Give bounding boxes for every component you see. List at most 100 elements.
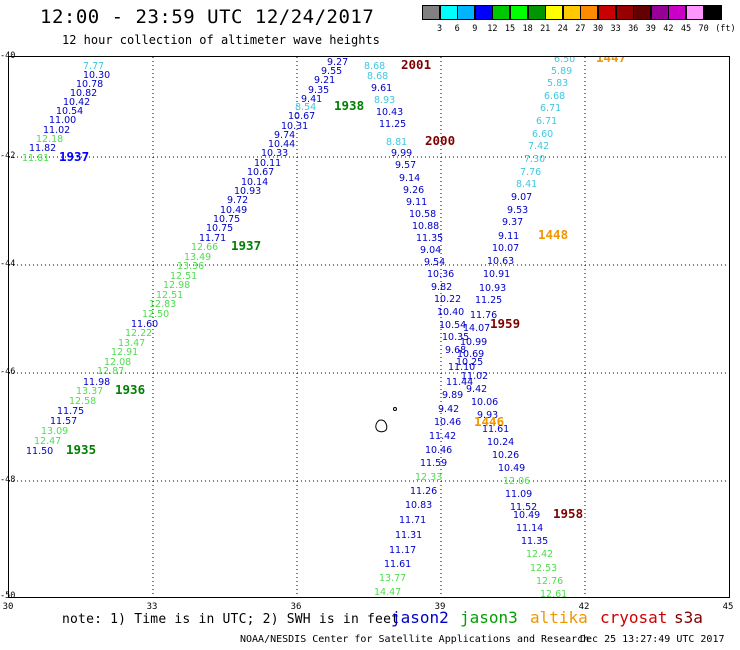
wave-height-reading: 7.42	[528, 141, 549, 152]
wave-height-reading: 10.22	[434, 294, 461, 305]
wave-height-reading: 9.57	[395, 160, 416, 171]
latitude-label: -42	[0, 151, 16, 161]
pass-time-label: 1958	[553, 506, 583, 521]
color-scale-label: 9	[472, 24, 478, 34]
color-scale-swatch	[650, 5, 669, 20]
wave-height-reading: 11.81	[22, 153, 49, 164]
wave-height-reading: 11.17	[389, 545, 416, 556]
wave-height-reading: 5.89	[551, 66, 572, 77]
legend-jason3: jason3	[460, 608, 518, 627]
color-scale-label: 15	[504, 24, 516, 34]
wave-height-reading: 6.71	[536, 116, 557, 127]
wave-height-reading: 9.74	[274, 130, 295, 141]
wave-height-reading: 10.93	[479, 283, 506, 294]
note-text: note: 1) Time is in UTC; 2) SWH is in fe…	[62, 612, 400, 627]
wave-height-reading: 10.35	[442, 332, 469, 343]
wave-height-reading: 10.46	[425, 445, 452, 456]
wave-height-reading: 9.68	[445, 345, 466, 356]
wave-height-reading: 10.46	[434, 417, 461, 428]
color-scale-label: 18	[522, 24, 533, 34]
color-scale-swatch	[562, 5, 581, 20]
wave-height-reading: 14.47	[374, 587, 401, 597]
wave-height-reading: 9.21	[314, 75, 335, 86]
longitude-label: 39	[434, 602, 446, 612]
color-scale-label: 6	[454, 24, 460, 34]
wave-height-reading: 11.14	[516, 523, 543, 534]
wave-height-reading: 10.49	[220, 205, 247, 216]
wave-height-reading: 10.67	[288, 111, 315, 122]
wave-height-reading: 10.49	[498, 463, 525, 474]
wave-height-reading: 12.61	[540, 589, 567, 597]
wave-height-reading: 10.75	[206, 223, 233, 234]
wave-height-reading: 10.31	[281, 121, 308, 132]
wave-height-reading: 7.77	[83, 61, 104, 72]
wave-height-reading: 11.59	[420, 458, 447, 469]
wave-height-reading: 10.24	[487, 437, 514, 448]
wave-height-reading: 11.44	[446, 377, 473, 388]
wave-height-reading: 10.67	[247, 167, 274, 178]
wave-height-reading: 10.54	[56, 106, 83, 117]
color-scale-swatch	[510, 5, 528, 20]
latitude-label: -50	[0, 591, 16, 601]
island-outline	[375, 419, 388, 433]
pass-time-label: 1936	[115, 382, 145, 397]
wave-height-reading: 8.81	[386, 137, 407, 148]
wave-height-reading: 9.14	[399, 173, 420, 184]
wave-height-reading: 11.09	[505, 489, 532, 500]
color-scale-label: 42	[663, 24, 674, 34]
pass-time-label: 2001	[401, 57, 431, 72]
wave-height-reading: 11.71	[399, 515, 426, 526]
wave-height-reading: 11.50	[26, 446, 53, 457]
wave-height-reading: 10.06	[471, 397, 498, 408]
wave-height-reading: 9.42	[438, 404, 459, 415]
color-scale-label: 3	[437, 24, 443, 34]
wave-height-reading: 10.69	[457, 349, 484, 360]
wave-height-reading: 8.54	[295, 102, 316, 113]
color-scale-swatch	[527, 5, 546, 20]
wave-height-reading: 12.33	[415, 472, 442, 483]
wave-height-reading: 9.26	[403, 185, 424, 196]
color-scale-label: 45	[680, 24, 692, 34]
latitude-label: -46	[0, 367, 16, 377]
wave-height-reading: 12.42	[526, 549, 553, 560]
wave-height-reading: 9.07	[511, 192, 532, 203]
wave-height-reading: 11.61	[384, 559, 411, 570]
color-scale-label: 27	[575, 24, 586, 34]
color-scale-label: 36	[628, 24, 639, 34]
wave-height-reading: 10.30	[83, 70, 110, 81]
wave-height-reading: 10.33	[261, 148, 288, 159]
wave-height-reading: 9.35	[308, 85, 329, 96]
wave-height-reading: 10.49	[513, 510, 540, 521]
wave-height-reading: 12.87	[97, 366, 124, 377]
longitude-label: 36	[290, 602, 302, 612]
latitude-label: -44	[0, 259, 16, 269]
color-scale-swatch	[703, 5, 722, 20]
wave-height-reading: 9.42	[466, 384, 487, 395]
pass-time-label: 1938	[334, 98, 364, 113]
wave-height-reading: 12.08	[104, 357, 131, 368]
pass-time-label: 1446	[474, 414, 504, 429]
wave-height-reading: 7.76	[520, 167, 541, 178]
wave-height-reading: 13.37	[76, 386, 103, 397]
color-scale-label: 24	[557, 24, 568, 34]
wave-height-reading: 10.25	[456, 357, 483, 368]
wave-height-reading: 9.55	[321, 66, 342, 77]
longitude-label: 33	[146, 602, 158, 612]
wave-height-reading: 11.82	[29, 143, 56, 154]
color-scale-label: 33	[610, 24, 621, 34]
color-scale-swatch	[492, 5, 511, 20]
wave-height-reading: 9.04	[420, 245, 441, 256]
wave-height-reading: 11.35	[521, 536, 548, 547]
wave-height-reading: 7.30	[524, 154, 545, 165]
wave-height-reading: 12.58	[69, 396, 96, 407]
color-scale-unit: (ft)	[715, 24, 736, 34]
wave-height-reading: 11.57	[50, 416, 77, 427]
wave-height-reading: 9.99	[391, 148, 412, 159]
color-scale-label: 21	[540, 24, 551, 34]
wave-height-reading: 9.11	[406, 197, 427, 208]
pass-time-label: 1935	[66, 442, 96, 457]
wave-height-reading: 11.26	[410, 486, 437, 497]
pass-time-label: 1448	[538, 227, 568, 242]
wave-height-reading: 9.11	[498, 231, 519, 242]
wave-height-reading: 10.82	[70, 88, 97, 99]
